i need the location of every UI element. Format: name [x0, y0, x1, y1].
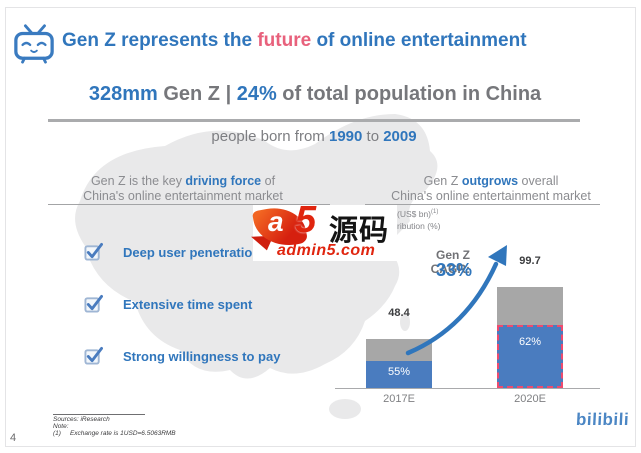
- right-panel-rule: [365, 204, 600, 205]
- headline-divider: [48, 119, 580, 122]
- checkbox-checked-icon: [84, 294, 103, 313]
- benefit-label: Strong willingness to pay: [123, 349, 281, 364]
- right-heading-post: overall: [518, 174, 559, 188]
- headline-rest: of total population in China: [276, 83, 542, 105]
- headline-mid: Gen Z |: [157, 83, 237, 105]
- axis-category-label-2020E: 2020E: [514, 393, 546, 405]
- chart-legend-units: (US$ bn)(1): [397, 209, 438, 219]
- tagline-pre: people born from: [211, 128, 329, 145]
- benefit-item-penetration: Deep user penetration: [84, 242, 260, 261]
- legend-footnote-marker: (1): [431, 209, 439, 216]
- tagline: people born from 1990 to 2009: [0, 128, 628, 145]
- bar-value-label-2020E: 99.7: [519, 255, 541, 267]
- page-number: 4: [10, 432, 17, 444]
- bar-genz-share-2017E: [366, 361, 432, 388]
- right-panel-heading: Gen Z outgrows overall China's online en…: [345, 174, 637, 204]
- bar-value-label-2017E: 48.4: [388, 307, 410, 319]
- right-heading-pre: Gen Z: [423, 174, 462, 188]
- footnote-number: (1): [53, 430, 61, 438]
- watermark-site-url: admin5.com: [277, 242, 376, 259]
- checkbox-checked-icon: [84, 346, 103, 365]
- left-heading-line1: Gen Z is the key driving force of: [35, 174, 331, 189]
- footnote-note-item: (1) Exchange rate is 1USD=6.5063RMB: [53, 430, 176, 437]
- bilibili-tv-icon: [14, 24, 54, 64]
- left-heading-em: driving force: [185, 174, 262, 188]
- benefit-label: Extensive time spent: [123, 297, 253, 312]
- tagline-year-to: 2009: [383, 128, 417, 145]
- watermark-admin5: a 5 源码 admin5.com: [248, 199, 397, 261]
- headline-stat: 328mm Gen Z | 24% of total population in…: [0, 83, 630, 106]
- left-heading-pre: Gen Z is the key: [90, 174, 186, 188]
- right-heading-em: outgrows: [461, 174, 519, 188]
- growth-arrow-icon: [405, 245, 507, 356]
- title-pre: Gen Z represents the: [62, 30, 258, 51]
- left-heading-line2: China's online entertainment market: [83, 188, 283, 203]
- right-heading-line2: China's online entertainment market: [391, 188, 591, 203]
- left-heading-post: of: [261, 174, 276, 188]
- benefit-label: Deep user penetration: [123, 245, 261, 260]
- tagline-year-from: 1990: [328, 128, 363, 145]
- watermark-digit-5: 5: [295, 199, 317, 241]
- cagr-annotation-value: 33%: [435, 260, 473, 280]
- footnote-text: Exchange rate is 1USD=6.5063RMB: [69, 430, 176, 438]
- watermark-letter-a: a: [268, 206, 284, 237]
- headline-population: 328mm: [88, 83, 158, 105]
- bilibili-logo: bilibili: [575, 410, 630, 429]
- bar-percent-label-2020E: 62%: [518, 336, 542, 348]
- watermark-chinese-text: 源码: [329, 215, 390, 247]
- tagline-mid: to: [362, 128, 384, 145]
- footnote-rule: [53, 414, 145, 415]
- cagr-annotation-label: Gen Z CAGR:: [430, 248, 470, 276]
- axis-category-label-2017E: 2017E: [383, 393, 415, 405]
- headline-percent: 24%: [236, 83, 277, 105]
- title-post: of online entertainment: [311, 30, 527, 51]
- bar-percent-label-2017E: 55%: [387, 366, 411, 378]
- legend-units-text: (US$ bn): [397, 209, 432, 219]
- left-panel-heading: Gen Z is the key driving force of China'…: [35, 174, 331, 204]
- benefit-item-willingness-to-pay: Strong willingness to pay: [84, 346, 280, 365]
- left-panel-rule: [48, 204, 330, 205]
- slide-title: Gen Z represents the future of online en…: [62, 30, 527, 52]
- title-highlight-word: future: [257, 30, 312, 51]
- footnote-sources: Sources: iResearch: [53, 416, 110, 423]
- x-axis-line: [335, 388, 600, 389]
- footnote-block: Sources: iResearch Note: (1) Exchange rat…: [53, 416, 176, 437]
- checkbox-checked-icon: [84, 242, 103, 261]
- chart-legend-contribution: ribution (%): [397, 221, 441, 231]
- right-heading-line1: Gen Z outgrows overall: [345, 174, 637, 189]
- benefit-item-time-spent: Extensive time spent: [84, 294, 252, 313]
- bar-genz-share-2020E: [497, 325, 563, 388]
- footnote-note-label: Note:: [53, 423, 69, 431]
